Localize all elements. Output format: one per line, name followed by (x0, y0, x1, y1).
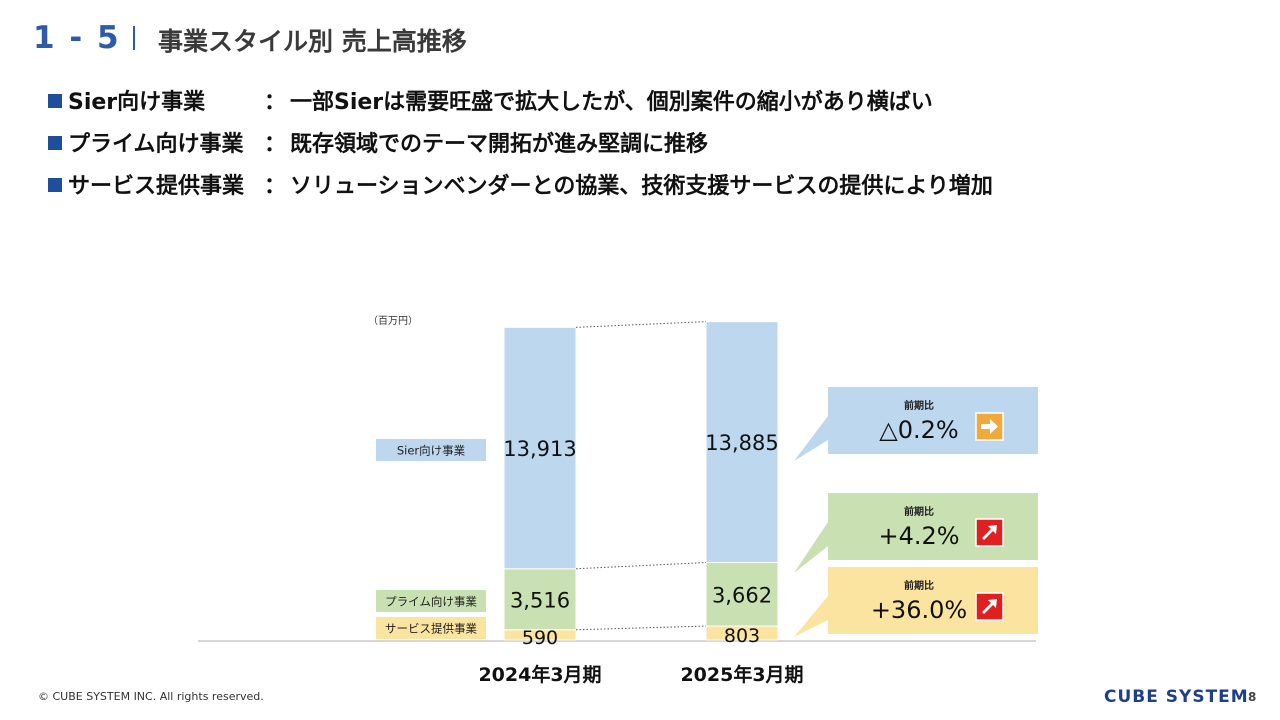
bar-segment (503, 568, 577, 631)
bar-segment (705, 562, 779, 627)
connector-line (575, 625, 707, 631)
data-label: 13,913 (503, 437, 576, 461)
page-number: 8 (1248, 690, 1257, 704)
legend-label: サービス提供事業 (385, 622, 477, 636)
up-right-arrow-icon (975, 518, 1004, 547)
callout-label: 前期比 (904, 399, 934, 412)
bullet-square-icon (48, 94, 62, 108)
bar-segment (705, 321, 779, 564)
bullet-label: Sier向け事業 (68, 90, 206, 115)
bar-segment (503, 326, 577, 570)
unit-label: （百万円） (368, 315, 418, 327)
data-label: 590 (522, 627, 558, 649)
page-title: 事業スタイル別 売上高推移 (158, 27, 467, 56)
legend-label: Sier向け事業 (397, 444, 466, 458)
arrow-glyph (981, 419, 998, 434)
bullet-label: プライム向け事業 (68, 132, 244, 157)
callout-value: +36.0% (871, 596, 967, 624)
legend-box (376, 590, 486, 612)
title-separator (133, 26, 135, 50)
bullet-label: サービス提供事業 (68, 174, 245, 199)
callout-value: △0.2% (879, 416, 958, 444)
data-label: 3,662 (712, 583, 772, 607)
bullet-service: サービス提供事業：ソリューションベンダーとの協業、技術支援サービスの提供により増… (48, 168, 993, 200)
bullet-text: ソリューションベンダーとの協業、技術支援サービスの提供により増加 (290, 174, 993, 199)
connector-line (575, 321, 707, 328)
callout-box (794, 387, 1038, 461)
callout-label: 前期比 (904, 505, 934, 518)
arrow-glyph (982, 525, 997, 540)
data-label: 803 (724, 625, 760, 647)
connector-line (575, 562, 707, 570)
category-label: 2024年3月期 (478, 663, 601, 686)
category-label: 2025年3月期 (680, 663, 803, 686)
data-label: 3,516 (510, 588, 570, 612)
legend-label: プライム向け事業 (385, 595, 477, 609)
data-label: 13,885 (705, 431, 778, 455)
bullet-square-icon (48, 136, 62, 150)
bullet-sier: Sier向け事業：一部Sierは需要旺盛で拡大したが、個別案件の縮小があり横ばい (48, 84, 933, 116)
company-logo: CUBE SYSTEM (1104, 687, 1249, 707)
bullet-text: 既存領域でのテーマ開拓が進み堅調に推移 (290, 132, 709, 157)
callout-value: +4.2% (878, 522, 959, 550)
arrow-glyph (982, 599, 997, 614)
callout-label: 前期比 (904, 579, 934, 592)
bullet-square-icon (48, 178, 62, 192)
section-number: 1 - 5 (33, 20, 121, 56)
legend-box (376, 617, 486, 639)
copyright-text: © CUBE SYSTEM INC. All rights reserved. (38, 690, 264, 703)
bullet-prime: プライム向け事業：既存領域でのテーマ開拓が進み堅調に推移 (48, 126, 708, 158)
legend-box (376, 439, 486, 461)
callout-box (794, 493, 1038, 573)
bullet-text: 一部Sierは需要旺盛で拡大したが、個別案件の縮小があり横ばい (290, 90, 933, 115)
